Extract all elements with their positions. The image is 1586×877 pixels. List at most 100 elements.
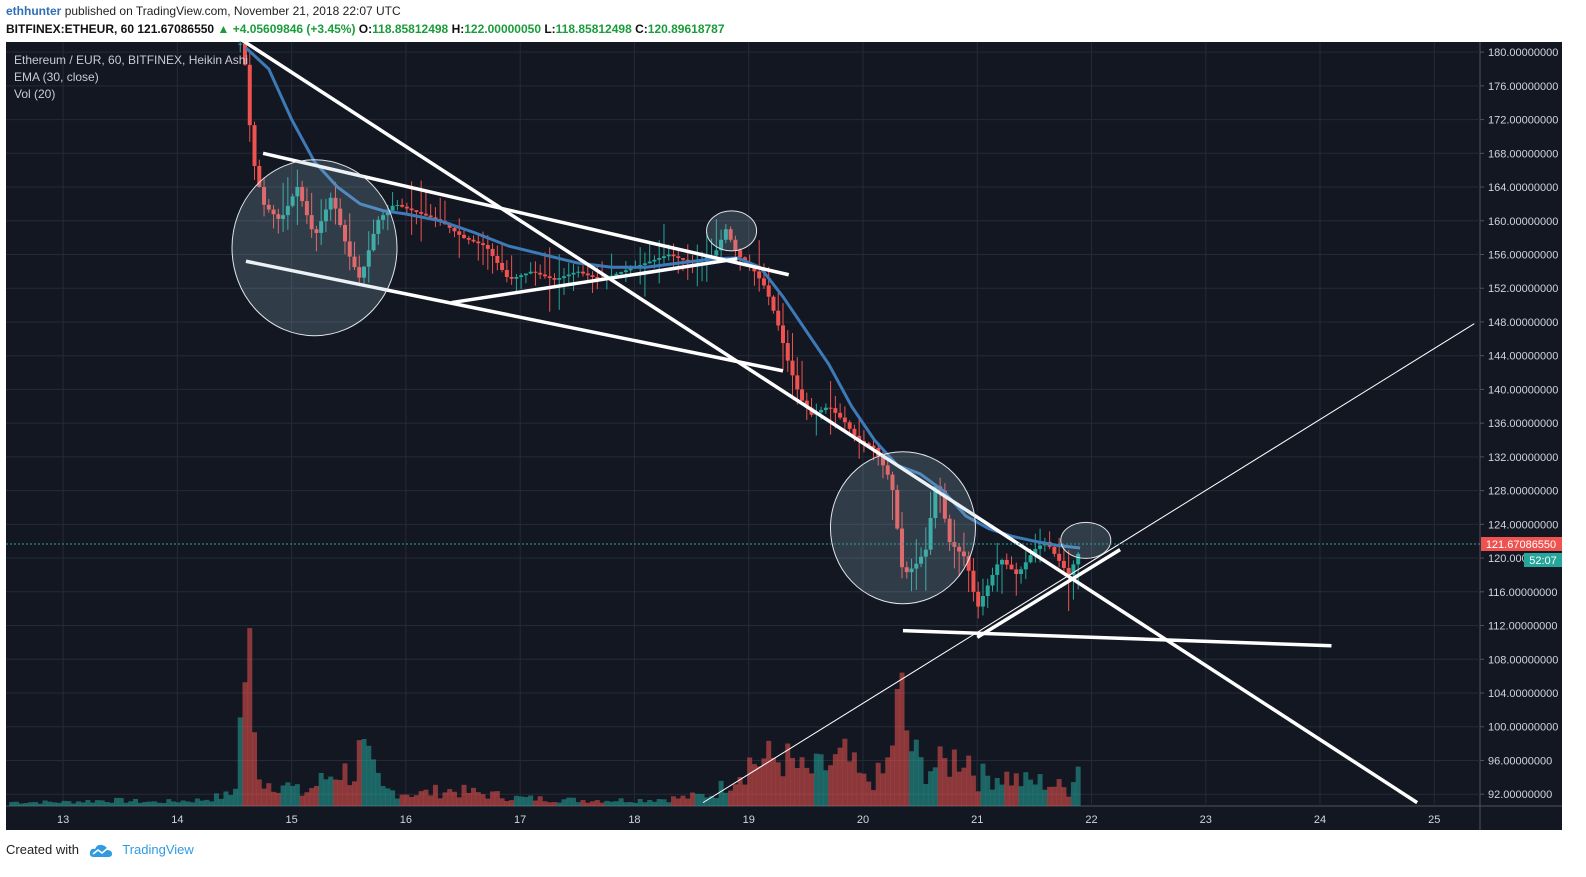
volume-bar bbox=[33, 801, 39, 806]
candle bbox=[252, 121, 257, 180]
highlight-circle[interactable] bbox=[829, 451, 976, 605]
volume-bar bbox=[252, 732, 258, 806]
volume-bar bbox=[575, 802, 581, 806]
ticker-symbol: BITFINEX:ETHEUR, 60 bbox=[6, 22, 135, 36]
volume-bar bbox=[85, 800, 91, 806]
candle bbox=[552, 273, 557, 287]
tradingview-brand-link[interactable]: TradingView bbox=[122, 842, 194, 857]
volume-bar bbox=[1056, 779, 1062, 806]
volume-bar bbox=[475, 792, 481, 806]
volume-bar bbox=[37, 803, 43, 806]
volume-bar bbox=[961, 767, 967, 806]
trend-line[interactable] bbox=[451, 256, 738, 305]
trend-line[interactable] bbox=[702, 323, 1475, 804]
volume-bar bbox=[942, 758, 948, 806]
candle bbox=[533, 261, 538, 286]
volume-bar bbox=[52, 802, 58, 806]
volume-bar bbox=[794, 768, 800, 806]
candle bbox=[785, 330, 790, 372]
volume-bar bbox=[666, 802, 672, 806]
volume-bar bbox=[337, 779, 343, 806]
candle bbox=[1052, 544, 1057, 557]
volume-bar bbox=[328, 776, 334, 806]
volume-bar bbox=[999, 784, 1005, 806]
candle bbox=[509, 255, 514, 286]
highlight-circle[interactable] bbox=[706, 210, 758, 252]
time-axis-panel[interactable] bbox=[6, 806, 1562, 830]
volume-bar bbox=[980, 763, 986, 806]
candle bbox=[795, 357, 800, 405]
volume-bar bbox=[770, 757, 776, 806]
highlight-circle[interactable] bbox=[231, 159, 398, 337]
volume-bar bbox=[132, 798, 138, 806]
candle bbox=[647, 241, 652, 264]
candle bbox=[504, 260, 509, 283]
candle bbox=[281, 182, 286, 232]
candle bbox=[728, 226, 733, 243]
volume-bar bbox=[404, 794, 410, 806]
highlight-circle[interactable] bbox=[1060, 521, 1112, 559]
ticker-change: +4.05609846 (+3.45%) bbox=[232, 22, 356, 36]
trend-line[interactable] bbox=[976, 548, 1121, 639]
volume-bar bbox=[618, 798, 624, 806]
candle bbox=[514, 273, 519, 293]
candle bbox=[362, 265, 367, 284]
volume-bar bbox=[732, 784, 738, 806]
legend-title: Ethereum / EUR, 60, BITFINEX, Heikin Ash… bbox=[14, 53, 248, 67]
volume-bar bbox=[18, 803, 24, 806]
volume-bar bbox=[623, 802, 629, 806]
volume-bar bbox=[23, 803, 29, 806]
candle bbox=[1023, 551, 1028, 580]
volume-bar bbox=[918, 757, 924, 806]
footer: Created with TradingView bbox=[6, 842, 194, 858]
candle bbox=[980, 578, 985, 616]
volume-bar bbox=[142, 801, 148, 806]
volume-bar bbox=[613, 801, 619, 806]
y-tick-label: 180.00000000 bbox=[1488, 47, 1558, 59]
volume-bar bbox=[889, 745, 895, 806]
trend-line[interactable] bbox=[902, 628, 1332, 648]
volume-bar bbox=[937, 746, 943, 806]
volume-bar bbox=[1009, 785, 1015, 806]
candle bbox=[471, 235, 476, 243]
countdown-label: 52:07 bbox=[1529, 555, 1557, 567]
trend-line[interactable] bbox=[245, 259, 784, 373]
volume-bar bbox=[356, 740, 362, 806]
volume-bar bbox=[1061, 787, 1067, 806]
volume-bar bbox=[599, 802, 605, 806]
ticker-price: 121.67086550 bbox=[137, 22, 215, 36]
volume-bar bbox=[580, 800, 586, 806]
volume-bar bbox=[447, 789, 453, 806]
volume-bar bbox=[318, 772, 324, 806]
volume-bar bbox=[466, 792, 472, 806]
candle bbox=[919, 547, 924, 568]
legend-ema[interactable]: EMA (30, close) bbox=[14, 70, 99, 84]
price-axis-panel[interactable] bbox=[1480, 42, 1562, 806]
legend-volume[interactable]: Vol (20) bbox=[14, 87, 55, 101]
volume-bar bbox=[428, 795, 434, 806]
candle bbox=[566, 262, 571, 285]
volume-bar bbox=[1032, 784, 1038, 806]
volume-bar bbox=[561, 799, 567, 806]
volume-bar bbox=[99, 800, 105, 806]
candle bbox=[290, 193, 295, 208]
volume-bar bbox=[699, 793, 705, 806]
x-tick-label: 25 bbox=[1428, 814, 1440, 826]
author-name[interactable]: ethhunter bbox=[6, 4, 62, 18]
volume-bar bbox=[828, 765, 834, 806]
volume-bar bbox=[199, 800, 205, 806]
trend-line[interactable] bbox=[262, 151, 790, 277]
volume-bar bbox=[423, 789, 429, 806]
candle bbox=[400, 198, 405, 208]
high-value: 122.00000050 bbox=[464, 22, 541, 36]
volume-bar bbox=[332, 779, 338, 806]
candle bbox=[476, 234, 481, 261]
volume-bar bbox=[61, 800, 67, 806]
candle bbox=[900, 512, 905, 579]
volume-bar bbox=[228, 794, 234, 806]
volume-bar bbox=[556, 802, 562, 806]
volume-bar bbox=[385, 788, 391, 806]
trend-line[interactable] bbox=[233, 33, 1419, 805]
volume-bar bbox=[418, 791, 424, 806]
